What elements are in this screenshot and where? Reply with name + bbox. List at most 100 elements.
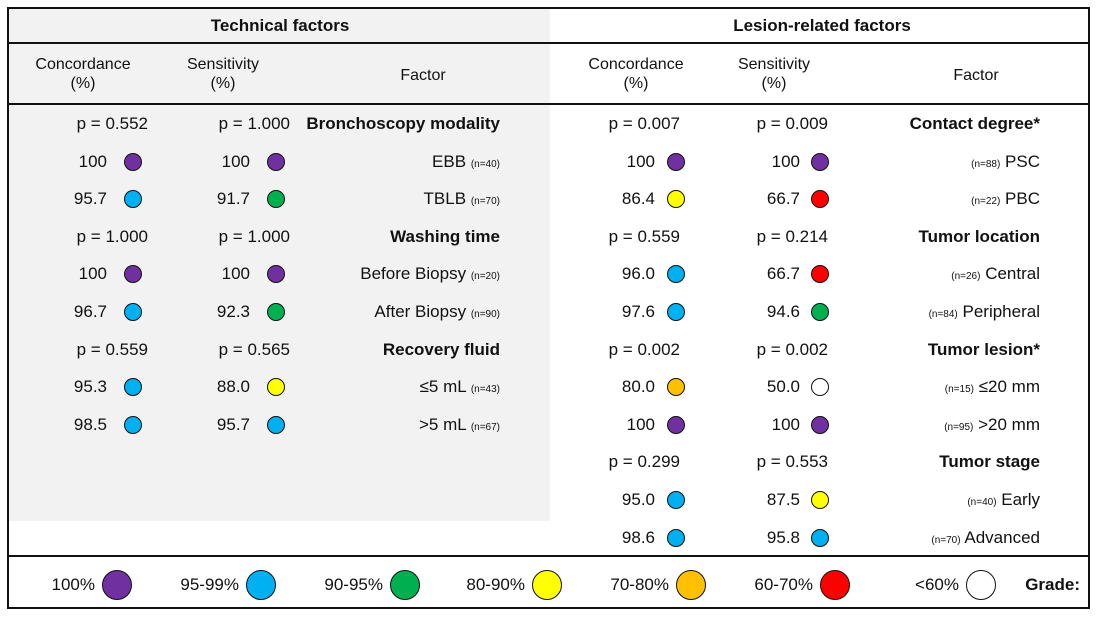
lesion-sensitivity-header: Sensitivity (%) (738, 55, 810, 93)
technical-item-n: (n=40) (470, 158, 500, 170)
lesion-item-n: (n=70) (931, 534, 961, 546)
technical-item-sens: 91.7 (216, 189, 250, 209)
technical-item-conc: 96.7 (73, 302, 107, 321)
tech-sensitivity-header-line2: (%) (210, 75, 236, 92)
lesion-conc-grade-dot (667, 190, 685, 209)
table-frame (7, 7, 1090, 609)
lesion-group-sens-p: p = 0.214 (756, 226, 828, 246)
lesion-sens-grade-dot (811, 491, 829, 509)
lesion-item-label: (n=15) ≤20 mm (945, 378, 1040, 395)
technical-item-name: Before Biopsy (360, 264, 467, 284)
lesion-item-conc: 100 (626, 151, 655, 171)
technical-item-conc: 95.3 (73, 377, 107, 397)
lesion-concordance-header-line2: (%) (623, 75, 649, 92)
lesion-sensitivity-header-line1: Sensitivity (737, 56, 811, 73)
technical-sens-grade-dot (267, 265, 285, 284)
technical-sens-grade-dot (267, 415, 285, 434)
lesion-conc-grade-dot (667, 265, 685, 284)
lesion-item-sens: 94.6 (766, 302, 800, 321)
lesion-item-sens: 66.7 (766, 189, 800, 209)
lesion-item-label: (n=26) Central (951, 265, 1040, 282)
lesion-item-name: Early (1001, 490, 1040, 509)
legend-label: 95-99% (180, 575, 239, 594)
technical-sens-grade-dot (267, 303, 285, 321)
lesion-item-n: (n=15) (944, 384, 974, 396)
lesion-concordance-header-line1: Concordance (588, 56, 684, 73)
technical-sens-grade-dot (267, 190, 285, 209)
technical-item-label: TBLB (n=70) (424, 190, 500, 207)
technical-item-conc: 100 (78, 264, 107, 284)
technical-group-conc-p: p = 0.559 (76, 339, 148, 359)
lesion-item-name: Central (985, 264, 1040, 284)
technical-item-n: (n=90) (470, 309, 500, 320)
legend-label: 70-80% (610, 575, 669, 594)
legend-label: 60-70% (754, 575, 813, 594)
lesion-conc-grade-dot (667, 415, 685, 434)
lesion-item-name: PBC (1005, 189, 1040, 209)
lesion-concordance-header: Concordance (%) (588, 55, 683, 93)
lesion-group-label: Tumor location (918, 226, 1040, 246)
technical-factors-header: Technical factors (210, 16, 350, 35)
lesion-conc-grade-dot (667, 378, 685, 397)
lesion-item-conc: 86.4 (621, 189, 655, 209)
legend-divider (9, 555, 1090, 557)
lesion-item-conc: 100 (626, 414, 655, 434)
lesion-item-n: (n=95) (944, 421, 974, 433)
lesion-item-conc: 98.6 (621, 527, 655, 547)
lesion-item-name: Advanced (964, 527, 1040, 547)
technical-panel-background (9, 9, 550, 521)
lesion-group-sens-p: p = 0.009 (756, 114, 828, 133)
technical-sens-grade-dot (267, 152, 285, 171)
lesion-factor-header: Factor (953, 67, 999, 84)
technical-item-name: EBB (432, 151, 467, 171)
tech-sensitivity-header: Sensitivity (%) (187, 55, 259, 93)
technical-item-conc: 100 (78, 151, 107, 171)
lesion-item-label: (n=40) Early (967, 491, 1040, 508)
technical-item-n: (n=67) (470, 421, 500, 433)
legend-label: 90-95% (324, 575, 383, 594)
lesion-group-conc-p: p = 0.559 (608, 226, 680, 246)
legend-swatch-100 (102, 570, 132, 600)
lesion-conc-grade-dot (667, 491, 685, 509)
technical-item-sens: 92.3 (216, 302, 250, 321)
lesion-sens-grade-dot (811, 415, 829, 434)
tech-concordance-header-line1: Concordance (35, 56, 131, 73)
lesion-group-label: Tumor lesion* (927, 339, 1040, 359)
legend-swatch-lt60 (966, 570, 996, 600)
technical-item-sens: 88.0 (216, 377, 250, 397)
lesion-item-label: (n=95) >20 mm (944, 416, 1040, 433)
lesion-sens-grade-dot (811, 378, 829, 397)
lesion-group-conc-p: p = 0.002 (608, 339, 680, 359)
lesion-sens-grade-dot (811, 528, 829, 547)
lesion-item-label: (n=70) Advanced (931, 529, 1040, 546)
technical-group-sens-p: p = 1.000 (218, 114, 290, 133)
lesion-item-sens: 66.7 (766, 264, 800, 284)
technical-item-sens: 100 (221, 151, 250, 171)
lesion-factors-header: Lesion-related factors (733, 16, 911, 35)
lesion-sensitivity-header-line2: (%) (761, 75, 787, 92)
lesion-conc-grade-dot (667, 152, 685, 171)
lesion-group-label: Tumor stage (939, 452, 1040, 472)
lesion-item-label: (n=88) PSC (971, 153, 1040, 170)
technical-sens-grade-dot (267, 378, 285, 397)
technical-group-label: Washing time (390, 226, 500, 246)
column-header-divider (9, 103, 1090, 105)
legend-label: <60% (915, 575, 959, 594)
legend-swatch-80-90 (532, 570, 562, 600)
technical-item-n: (n=70) (470, 196, 500, 208)
technical-item-name: ≤5 mL (419, 377, 467, 397)
lesion-item-n: (n=88) (971, 158, 1001, 170)
lesion-sens-grade-dot (811, 190, 829, 209)
technical-conc-grade-dot (124, 303, 142, 321)
lesion-item-sens: 87.5 (766, 490, 800, 509)
lesion-item-label: (n=84) Peripheral (929, 303, 1040, 320)
lesion-item-conc: 95.0 (621, 490, 655, 509)
legend-swatch-95-99 (246, 570, 276, 600)
lesion-conc-grade-dot (667, 528, 685, 547)
technical-item-name: After Biopsy (374, 302, 467, 321)
lesion-item-conc: 97.6 (621, 302, 655, 321)
technical-item-n: (n=43) (470, 384, 500, 396)
technical-item-sens: 100 (221, 264, 250, 284)
legend-title: Grade: (1025, 575, 1080, 594)
